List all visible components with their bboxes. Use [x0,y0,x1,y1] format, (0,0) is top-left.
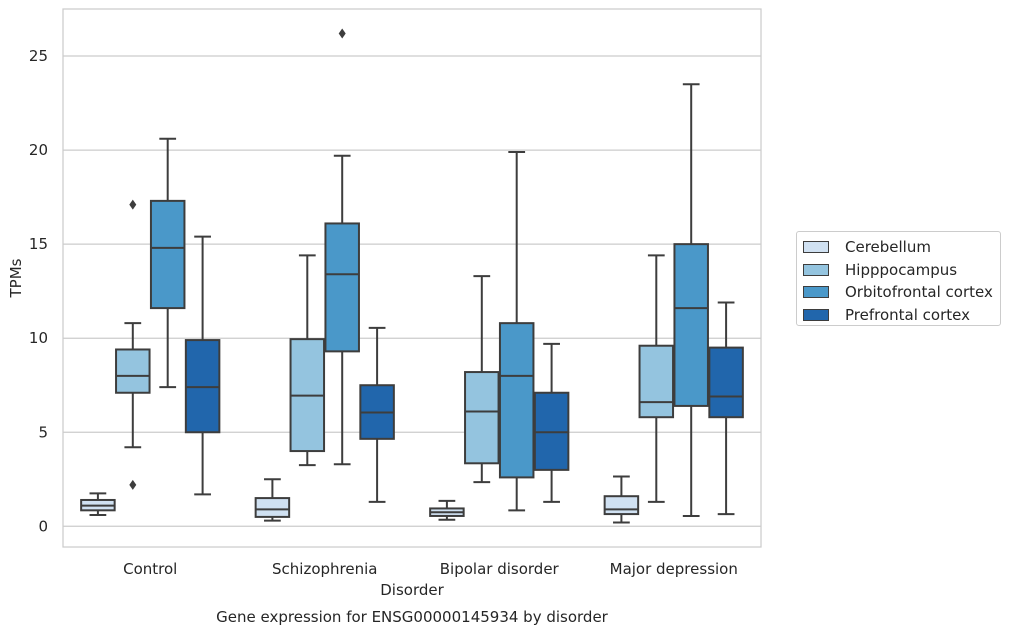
legend-label-hippocampus: Hipppocampus [845,260,958,279]
legend-item-orbitofrontal-cortex: Orbitofrontal cortex [803,281,1000,304]
box-bipolar-disorder-prefrontal-cortex [533,342,570,503]
box-body [498,322,535,479]
outlier-point [129,479,137,490]
box-schizophrenia-prefrontal-cortex [359,326,395,503]
y-tick-label: 0 [38,517,48,535]
box-body [603,495,640,516]
legend-item-prefrontal-cortex: Prefrontal cortex [803,304,1000,327]
box-body [638,344,675,419]
box-body [464,371,500,465]
box-body [673,243,709,407]
legend: Cerebellum Hipppocampus Orbitofrontal co… [796,231,1001,326]
y-axis-label: TPMs [7,258,25,298]
y-tick-label: 20 [29,141,48,159]
box-body [149,199,186,310]
legend-label-prefrontal-cortex: Prefrontal cortex [845,306,970,325]
box-bipolar-disorder-cerebellum [429,499,465,521]
legend-label-orbitofrontal-cortex: Orbitofrontal cortex [845,283,993,302]
x-tick-label-bipolar-disorder: Bipolar disorder [440,560,560,578]
legend-swatch-prefrontal-cortex [803,309,829,322]
x-tick-labels: Control Schizophrenia Bipolar disorder Majo… [123,560,738,578]
box-control-cerebellum [80,492,116,517]
y-tick-label: 10 [29,329,48,347]
box-schizophrenia-orbitofrontal-cortex [324,28,360,466]
legend-swatch-orbitofrontal-cortex [803,286,829,299]
box-body [324,222,360,353]
x-tick-label-major-depression: Major depression [610,560,738,578]
box-major-depression-hipppocampus [638,254,675,503]
y-tick-label: 15 [29,235,48,253]
legend-label-cerebellum: Cerebellum [845,238,931,257]
legend-swatch-hippocampus [803,263,829,276]
x-tick-label-control: Control [123,560,177,578]
box-series [80,28,744,524]
box-schizophrenia-hipppocampus [289,254,326,467]
box-major-depression-prefrontal-cortex [708,301,744,516]
x-axis-label: Disorder [380,581,444,599]
figure-caption: Gene expression for ENSG00000145934 by d… [216,608,609,626]
box-schizophrenia-cerebellum [254,478,291,522]
legend-item-cerebellum: Cerebellum [803,236,1000,259]
y-tick-label: 5 [38,423,48,441]
box-body [254,497,291,518]
legend-swatch-cerebellum [803,241,829,254]
plot-area-frame [62,8,762,548]
outlier-point [338,28,346,39]
box-control-hipppocampus [115,199,151,490]
box-body [708,346,744,419]
legend-item-hippocampus: Hipppocampus [803,259,1000,282]
box-body [115,348,151,394]
box-major-depression-orbitofrontal-cortex [673,83,709,517]
y-tick-labels: 0 5 10 15 20 25 [29,47,48,535]
y-tick-label: 25 [29,47,48,65]
box-bipolar-disorder-orbitofrontal-cortex [498,150,535,512]
box-control-orbitofrontal-cortex [149,137,186,389]
box-control-prefrontal-cortex [184,235,221,496]
outlier-point [129,199,137,210]
box-bipolar-disorder-hipppocampus [464,275,500,484]
box-major-depression-cerebellum [603,475,640,524]
x-tick-label-schizophrenia: Schizophrenia [272,560,377,578]
